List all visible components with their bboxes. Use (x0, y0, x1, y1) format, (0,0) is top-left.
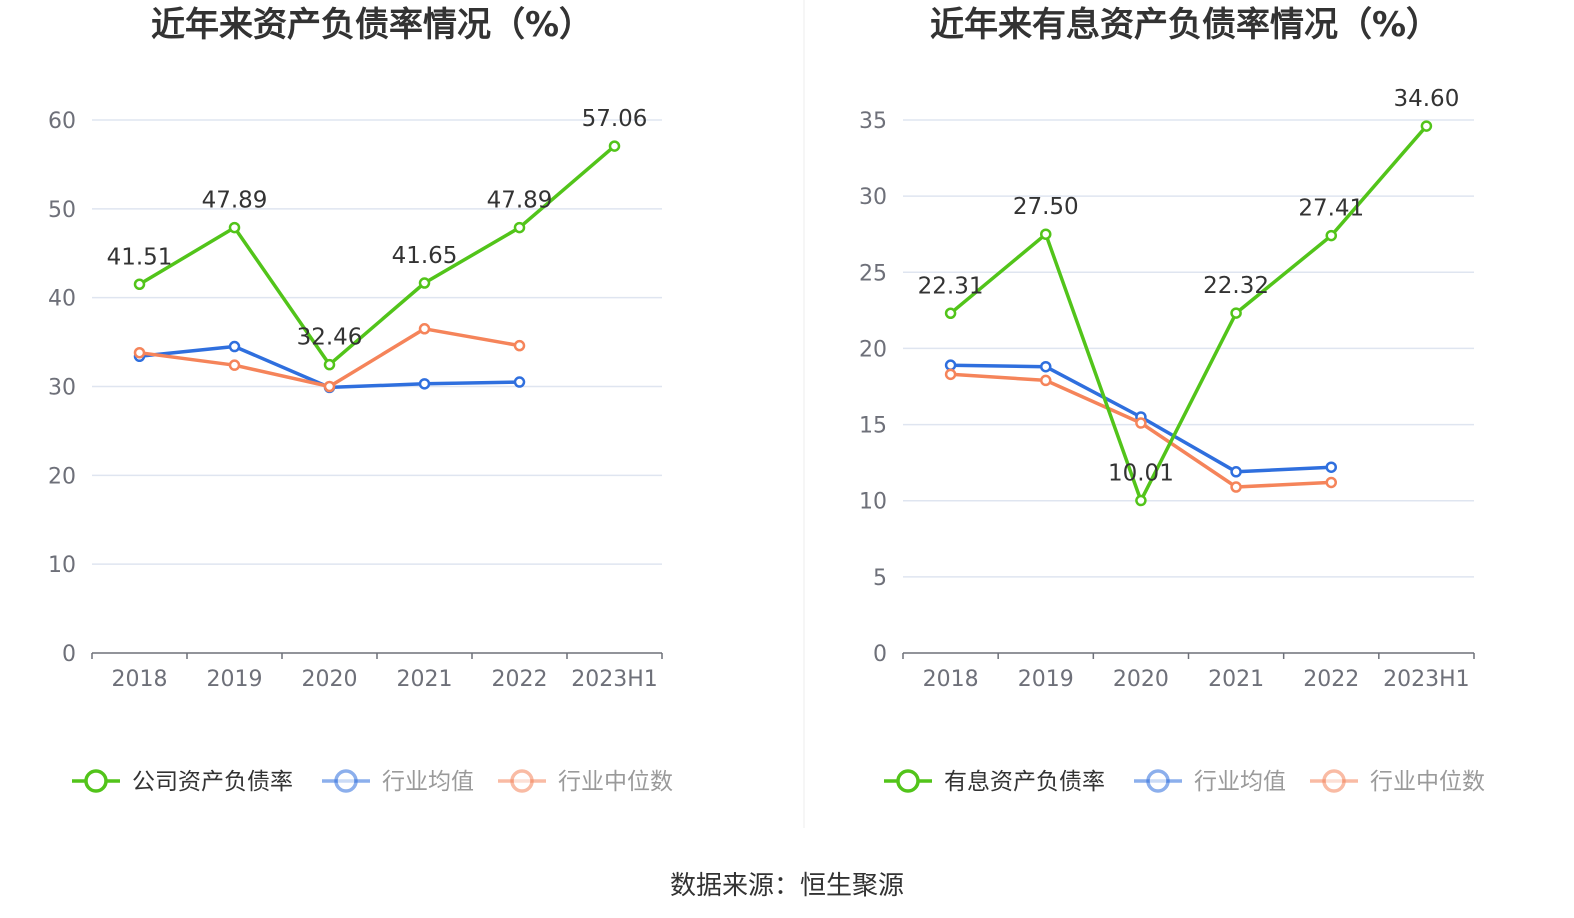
data-point-company (133, 278, 146, 291)
data-point-industry_avg (1040, 360, 1052, 373)
chart-interest-bearing-liability-ratio: 近年来有息资产负债率情况（%） 0 5 10 15 20 25 30 35 2018 2019 202… (859, 5, 1485, 795)
y-tick-label: 10 (48, 553, 76, 578)
chart-title: 近年来有息资产负债率情况（%） (930, 5, 1440, 45)
data-point-industry_median (1230, 481, 1242, 493)
x-tick-label: 2019 (1018, 667, 1074, 692)
data-point-industry_avg (418, 378, 431, 390)
x-tick-label: 2020 (1113, 667, 1169, 692)
chart-asset-liability-ratio: 近年来资产负债率情况（%） 0 10 20 30 40 50 60 2018 2019 2020 20… (48, 5, 673, 795)
legend-label: 公司资产负债率 (132, 769, 293, 795)
x-tick-label: 2018 (923, 667, 979, 692)
legend-label: 行业均值 (1194, 769, 1286, 795)
data-label: 22.32 (1203, 273, 1269, 299)
legend-swatch-marker (510, 769, 534, 793)
data-label: 22.31 (918, 273, 984, 299)
data-point-company (1325, 229, 1337, 242)
data-label: 47.89 (202, 188, 268, 214)
x-tick-label: 2022 (492, 667, 548, 692)
data-label: 10.01 (1108, 461, 1174, 487)
data-label: 27.41 (1298, 196, 1364, 222)
legend-label: 行业中位数 (1370, 769, 1485, 795)
data-point-industry_median (228, 359, 241, 371)
data-point-industry_median (1325, 476, 1337, 489)
data-point-company (1420, 120, 1433, 132)
x-tick-label: 2022 (1303, 667, 1359, 692)
y-tick-label: 15 (859, 414, 887, 439)
x-tick-label: 2021 (397, 667, 453, 692)
data-point-industry_median (513, 339, 526, 352)
y-tick-label: 30 (48, 376, 76, 401)
data-source-note: 数据来源：恒生聚源 (670, 871, 904, 901)
legend-label: 行业中位数 (558, 769, 673, 795)
data-point-company (1040, 228, 1052, 240)
y-tick-label: 20 (48, 464, 76, 489)
legend-swatch-marker (1146, 769, 1170, 793)
data-point-industry_avg (944, 359, 957, 371)
chart-title: 近年来资产负债率情况（%） (151, 5, 593, 45)
y-tick-label: 10 (859, 490, 887, 515)
legend-label: 行业均值 (382, 769, 474, 795)
legend-swatch-marker (334, 769, 358, 793)
y-tick-label: 30 (859, 185, 887, 210)
data-point-company (944, 307, 957, 320)
y-tick-label: 0 (62, 642, 76, 667)
data-point-industry_avg (228, 340, 241, 353)
data-point-company (228, 221, 241, 234)
x-tick-label: 2018 (112, 667, 168, 692)
data-point-industry_avg (1325, 461, 1337, 473)
y-tick-label: 35 (859, 109, 887, 134)
data-point-company (513, 221, 526, 234)
y-tick-label: 50 (48, 198, 76, 223)
data-label: 41.65 (392, 243, 458, 269)
series-line-company (138, 144, 616, 367)
y-tick-label: 60 (48, 109, 76, 134)
x-tick-label: 2019 (207, 667, 263, 692)
data-point-industry_median (133, 346, 146, 359)
x-tick-label: 2020 (302, 667, 358, 692)
legend-swatch-marker (896, 769, 920, 793)
data-label: 27.50 (1013, 194, 1079, 220)
data-point-company (418, 277, 431, 289)
legend-swatch-marker (1322, 769, 1346, 793)
series-line-company (949, 124, 1428, 503)
data-label: 34.60 (1393, 86, 1459, 112)
data-point-company (323, 358, 336, 371)
data-point-industry_avg (1230, 466, 1242, 478)
data-point-company (1135, 494, 1147, 507)
y-tick-label: 20 (859, 337, 887, 362)
data-point-industry_avg (513, 376, 526, 388)
data-point-company (608, 140, 621, 152)
x-tick-label: 2023H1 (1383, 667, 1470, 692)
x-tick-label: 2021 (1208, 667, 1264, 692)
data-label: 32.46 (297, 325, 363, 351)
legend-swatch-marker (84, 769, 108, 793)
data-label: 47.89 (487, 188, 553, 214)
data-point-industry_median (1135, 417, 1147, 429)
x-tick-label: 2023H1 (571, 667, 658, 692)
data-point-industry_median (1040, 374, 1052, 387)
y-tick-label: 25 (859, 261, 887, 286)
y-tick-label: 0 (873, 642, 887, 667)
data-point-industry_median (944, 368, 957, 381)
data-point-industry_median (418, 323, 431, 335)
data-label: 41.51 (107, 244, 173, 270)
y-tick-label: 5 (873, 566, 887, 591)
y-tick-label: 40 (48, 287, 76, 312)
data-point-company (1230, 307, 1242, 319)
data-label: 57.06 (582, 106, 648, 132)
data-point-industry_median (323, 380, 336, 393)
legend-label: 有息资产负债率 (944, 769, 1105, 795)
